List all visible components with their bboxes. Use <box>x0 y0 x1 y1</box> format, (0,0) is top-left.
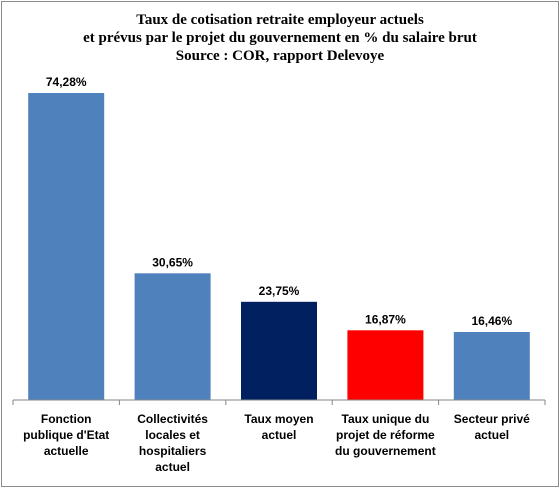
chart-title-line-3: Source : COR, rapport Delevoye <box>175 48 385 64</box>
chart-title-line-2: et prévus par le projet du gouvernement … <box>83 30 477 46</box>
category-label: Taux moyen actuel <box>244 412 314 442</box>
bar-value-label: 16,46% <box>471 314 512 328</box>
category-label: Fonction publique d'Etat actuelle <box>23 412 110 458</box>
bars-group <box>28 93 530 400</box>
category-label: Secteur privé actuel <box>453 412 530 442</box>
chart-title-line-1: Taux de cotisation retraite employeur ac… <box>136 12 424 28</box>
value-labels-group: 74,28% 30,65% 23,75% 16,87% 16,46% <box>46 75 513 328</box>
bar <box>453 332 530 400</box>
bar-value-label: 23,75% <box>259 284 300 298</box>
bar-value-label: 30,65% <box>152 255 193 269</box>
bar <box>347 330 424 400</box>
x-axis-ticks <box>12 400 546 405</box>
bar-value-label: 74,28% <box>46 75 87 89</box>
bar <box>241 301 317 400</box>
category-label: Taux unique du projet de réforme du gouv… <box>335 412 436 458</box>
category-label: Collectivités locales et hospitaliers ac… <box>137 412 208 474</box>
bar-value-label: 16,87% <box>365 312 406 326</box>
chart-title: Taux de cotisation retraite employeur ac… <box>0 11 560 65</box>
bar <box>134 273 211 400</box>
bar <box>28 93 105 400</box>
